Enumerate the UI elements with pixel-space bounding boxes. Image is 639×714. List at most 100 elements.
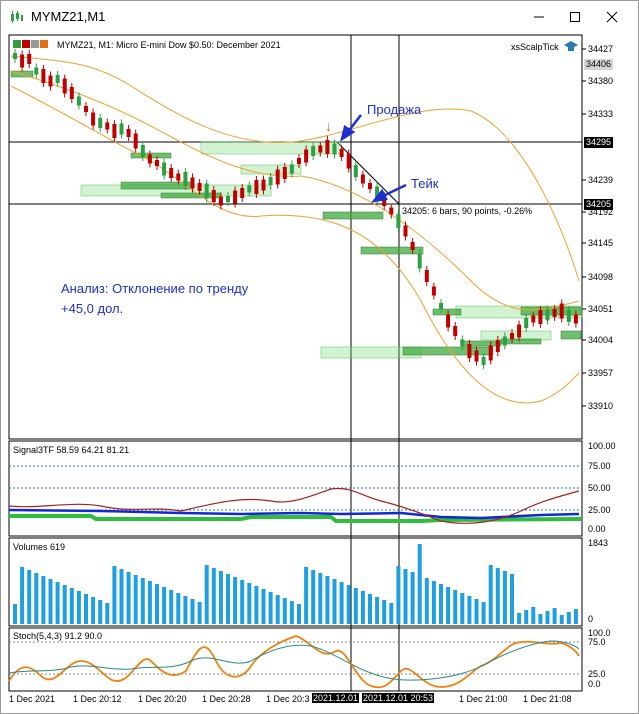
volume-bar	[346, 585, 351, 624]
stoch-tick-25: 25.0	[588, 669, 606, 679]
maximize-icon	[570, 12, 580, 22]
candle-body	[226, 196, 230, 202]
candle-body	[495, 340, 500, 352]
volume-bar	[545, 611, 550, 624]
candle-body	[98, 118, 103, 128]
volume-bar	[233, 577, 238, 624]
volume-tick-0: 0	[588, 614, 594, 624]
candle-body	[282, 167, 287, 179]
candle-body	[169, 168, 174, 178]
sell-arrow-icon: ↓	[325, 118, 332, 134]
price-tick-label: 34192	[588, 207, 614, 217]
candle-body	[339, 149, 344, 157]
candle-body	[389, 207, 394, 215]
candle-body	[20, 54, 25, 68]
candle-body	[417, 253, 422, 269]
stoch-tick-75: 75.0	[588, 637, 606, 647]
candle-body	[467, 344, 472, 358]
volume-bar	[126, 572, 131, 624]
candle-body	[27, 54, 32, 64]
volume-bar	[197, 602, 202, 624]
candle-body	[566, 310, 571, 322]
candle-body	[13, 53, 17, 59]
candle-body	[439, 303, 443, 309]
volume-bar	[431, 581, 436, 624]
volume-bar	[403, 569, 408, 624]
volume-bar	[566, 612, 571, 624]
candle-body	[424, 270, 429, 282]
price-tick-label: 33910	[588, 401, 614, 411]
volume-bar	[389, 603, 394, 624]
volume-bar	[211, 568, 216, 624]
candle-body	[62, 78, 67, 94]
volume-bar	[375, 597, 380, 624]
volume-bar	[69, 588, 74, 624]
candle-body	[396, 214, 401, 228]
maximize-button[interactable]	[558, 1, 592, 33]
volume-bar	[48, 579, 53, 624]
title-bar[interactable]: MYMZ21,M1	[1, 1, 638, 33]
signal-tick-75: 75.00	[588, 461, 611, 471]
volume-bar	[559, 615, 564, 624]
candle-body	[268, 177, 273, 185]
volume-bar	[169, 590, 174, 624]
candle-body	[332, 143, 337, 155]
annotation-take: Тейк	[411, 176, 439, 191]
volume-bar	[105, 603, 110, 624]
candle-body	[254, 180, 259, 194]
price-tick-label: 34380	[588, 76, 614, 86]
stoch-tick-0: 0.0	[588, 679, 601, 689]
measure-label: 34205: 6 bars, 90 points, -0.26%	[402, 206, 533, 216]
indicator-name: xsScalpTick	[511, 42, 559, 52]
volume-bar	[282, 598, 287, 624]
candle-body	[233, 190, 238, 204]
main-panel-frame	[8, 34, 583, 440]
signal-tick-100: 100.00	[588, 441, 616, 451]
close-icon	[606, 11, 618, 23]
signal-indicator	[8, 465, 582, 524]
time-label-6: 1 Dec 21:08	[523, 694, 572, 704]
volume-bar	[332, 579, 337, 624]
volume-bar	[261, 589, 266, 624]
volume-bar	[552, 608, 557, 624]
price-tag-34205: 34205	[584, 199, 614, 210]
volume-bar	[481, 602, 486, 624]
candle-body	[304, 149, 309, 163]
volume-bar	[119, 569, 124, 624]
candle-body	[552, 309, 557, 317]
candlesticks	[13, 49, 578, 369]
candle-body	[218, 196, 223, 206]
candle-body	[318, 145, 323, 153]
minimize-button[interactable]	[522, 1, 556, 33]
volume-bar	[41, 576, 46, 624]
volume-bar	[98, 600, 103, 624]
candle-body	[119, 123, 124, 135]
price-tick-label: 34004	[588, 335, 614, 345]
candle-body	[147, 154, 152, 164]
volume-bar	[311, 570, 316, 624]
volume-bar	[289, 601, 294, 624]
volume-bar	[410, 572, 415, 624]
candle-body	[126, 129, 131, 137]
volume-bar	[91, 597, 96, 624]
candle-body	[545, 309, 550, 321]
volume-bar	[162, 587, 167, 624]
volume-bar	[453, 590, 458, 624]
volume-bar	[424, 578, 429, 624]
time-label-5: 1 Dec 21:00	[459, 694, 508, 704]
bollinger-bands	[10, 55, 580, 404]
close-button[interactable]	[595, 1, 629, 33]
time-label-3: 1 Dec 20:28	[202, 694, 251, 704]
candle-body	[431, 286, 436, 296]
candle-body	[502, 336, 507, 346]
candle-body	[204, 183, 209, 199]
chart-header-icons[interactable]	[13, 40, 48, 50]
price-tick-label: 34333	[588, 109, 614, 119]
candle-body	[446, 314, 451, 328]
volume-bar	[140, 578, 145, 624]
crosshair-time-1: 2021.12.01	[312, 693, 360, 703]
price-tag-34295: 34295	[584, 137, 614, 148]
volume-bar	[254, 586, 259, 624]
